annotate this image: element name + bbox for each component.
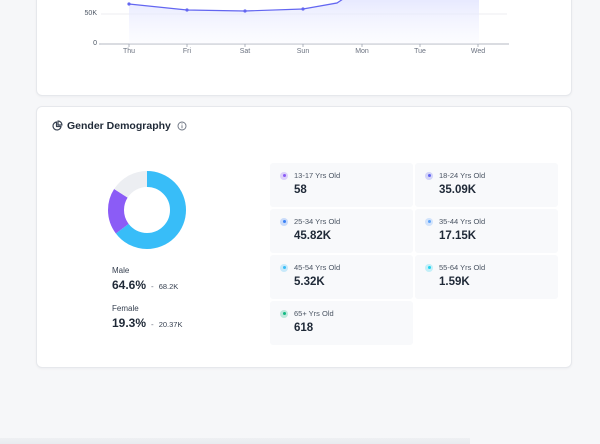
legend-female-percent: 19.3% [112,316,147,330]
age-tile-25-34: 25-34 Yrs Old 45.82K [270,209,413,253]
age-group-value: 35.09K [439,184,477,196]
series-line [128,0,343,12]
dot-icon [280,171,288,180]
dot-icon [425,263,433,272]
age-tile-35-44: 35-44 Yrs Old 17.15K [415,209,558,253]
area-fill [129,0,479,44]
age-group-label: 65+ Yrs Old [294,309,334,318]
x-tick-sun: Sun [296,48,310,55]
traffic-chart-card: 50K 0 Thu Fri Sat Sun Mon Tue Wed [36,0,572,96]
age-tile-55-64: 55-64 Yrs Old 1.59K [415,255,558,299]
age-group-label: 18-24 Yrs Old [439,171,486,180]
data-point-fri [185,8,189,12]
legend-male: Male 64.6% - 68.2K [112,266,178,292]
age-group-value: 58 [294,184,307,196]
age-group-label: 25-34 Yrs Old [294,217,341,226]
legend-male-count: 68.2K [158,282,179,291]
age-group-value: 5.32K [294,276,325,288]
card-header: Gender Demography [51,120,187,132]
dot-icon [280,263,288,272]
age-group-value: 45.82K [294,230,332,242]
legend-male-percent: 64.6% [112,278,147,292]
dot-icon [425,217,433,226]
y-tick-50k: 50K [84,10,97,17]
card-title: Gender Demography [67,120,171,132]
legend-separator: - [151,282,154,291]
line-chart [99,0,509,47]
legend-female-count: 20.37K [158,320,183,329]
x-tick-thu: Thu [122,48,136,55]
age-group-value: 618 [294,322,314,334]
x-tick-wed: Wed [470,48,486,55]
legend-female: Female 19.3% - 20.37K [112,304,182,330]
legend-female-label: Female [112,304,139,313]
x-tick-tue: Tue [414,48,426,55]
age-group-value: 17.15K [439,230,477,242]
age-group-value: 1.59K [439,276,470,288]
age-tile-45-54: 45-54 Yrs Old 5.32K [270,255,413,299]
age-group-label: 55-64 Yrs Old [439,263,486,272]
age-tile-18-24: 18-24 Yrs Old 35.09K [415,163,558,207]
info-icon[interactable] [177,121,187,131]
age-group-label: 13-17 Yrs Old [294,171,341,180]
gender-donut-chart [108,171,186,249]
dot-icon [280,309,288,318]
dot-icon [280,217,288,226]
legend-separator: - [151,320,154,329]
x-tick-mon: Mon [355,48,369,55]
age-group-label: 45-54 Yrs Old [294,263,341,272]
pie-chart-icon [51,120,63,132]
legend-male-label: Male [112,266,130,275]
y-tick-0: 0 [93,40,97,47]
age-tile-65-plus: 65+ Yrs Old 618 [270,301,413,345]
x-tick-fri: Fri [182,48,192,55]
gender-demography-card: Gender Demography Male 64.6% - 68.2K Fem… [36,106,572,368]
x-axis-ticks [128,44,479,47]
bottom-scroll-edge [0,438,470,444]
donut-slice-female[interactable] [108,171,186,249]
data-point-sat [243,9,247,13]
x-tick-sat: Sat [239,48,251,55]
age-tile-13-17: 13-17 Yrs Old 58 [270,163,413,207]
data-point-sun [301,7,305,11]
dot-icon [425,171,433,180]
donut-slice-other[interactable] [108,171,186,249]
age-group-label: 35-44 Yrs Old [439,217,486,226]
data-point-thu [127,2,131,6]
